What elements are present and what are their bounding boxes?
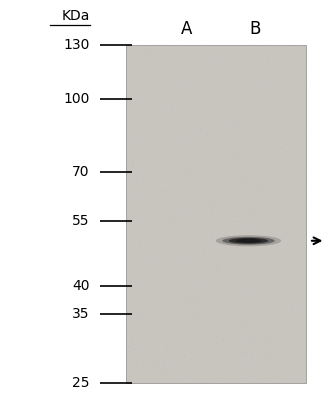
Text: 35: 35: [72, 307, 90, 321]
Ellipse shape: [222, 237, 275, 245]
Text: 40: 40: [72, 280, 90, 294]
Text: B: B: [249, 20, 261, 38]
Text: 55: 55: [72, 214, 90, 228]
Ellipse shape: [216, 235, 281, 246]
Text: 130: 130: [63, 38, 90, 52]
Ellipse shape: [236, 239, 261, 243]
Text: 25: 25: [72, 376, 90, 390]
Ellipse shape: [229, 238, 268, 244]
Text: A: A: [181, 20, 192, 38]
FancyBboxPatch shape: [126, 45, 306, 383]
Text: 70: 70: [72, 165, 90, 179]
Text: 100: 100: [63, 92, 90, 106]
Text: KDa: KDa: [61, 9, 90, 23]
